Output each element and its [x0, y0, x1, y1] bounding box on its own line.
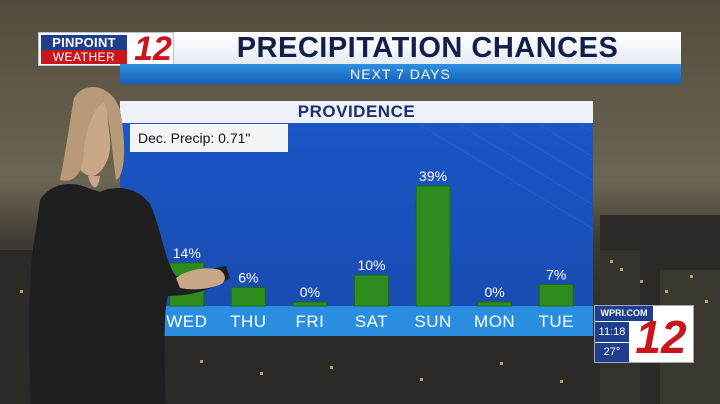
- bug-website: WPRI.COM: [595, 306, 653, 321]
- panel-texture-line: [499, 124, 593, 182]
- presenter-figure: [29, 86, 231, 404]
- bug-channel-number: 12: [635, 311, 687, 363]
- data-label-sun: 39%: [419, 168, 447, 184]
- data-label-fri: 0%: [300, 284, 320, 300]
- data-label-mon: 0%: [485, 284, 505, 300]
- day-label-mon: MON: [474, 312, 515, 331]
- page-title: PRECIPITATION CHANCES: [174, 32, 681, 66]
- panel-texture-line: [419, 124, 593, 230]
- bug-temperature: 27°: [595, 343, 629, 362]
- page-subtitle: NEXT 7 DAYS: [120, 64, 681, 84]
- bar-sun: [415, 185, 451, 307]
- logo-channel-number: 12: [134, 30, 172, 68]
- precip-bar-chart: 14% WED 6% THU 0% FRI 10% SAT 39% SUN 0% MON 7% TUE: [120, 108, 593, 336]
- bar-mon: [477, 301, 513, 307]
- data-label-thu: 6%: [238, 270, 258, 286]
- logo-pinpoint-text: PINPOINT: [41, 35, 127, 50]
- logo-weather-text: WEATHER: [41, 50, 127, 64]
- day-label-sun: SUN: [414, 312, 451, 331]
- bug-time: 11:18: [595, 322, 629, 342]
- day-label-thu: THU: [230, 312, 266, 331]
- station-logo: PINPOINT WEATHER 12: [38, 30, 174, 68]
- station-corner-bug: WPRI.COM 11:18 27° 12: [594, 305, 694, 363]
- day-label-tue: TUE: [538, 312, 574, 331]
- bar-sat: [354, 274, 389, 307]
- day-label-strip: [120, 306, 593, 336]
- data-label-wed: 14%: [173, 245, 201, 261]
- chart-panel: PROVIDENCE Dec. Precip: 0.71" 14% WED 6% TH…: [120, 101, 593, 336]
- bar-fri: [292, 301, 328, 307]
- day-label-sat: SAT: [355, 312, 388, 331]
- bar-tue: [538, 283, 574, 307]
- bar-thu: [230, 287, 266, 307]
- location-title: PROVIDENCE: [120, 101, 593, 123]
- day-label-wed: WED: [166, 312, 207, 331]
- day-label-fri: FRI: [295, 312, 324, 331]
- panel-texture-line: [579, 124, 593, 134]
- data-label-sat: 10%: [357, 257, 385, 273]
- data-label-tue: 7%: [546, 266, 566, 282]
- panel-texture-line: [459, 124, 593, 206]
- month-precip-note: Dec. Precip: 0.71": [130, 124, 288, 152]
- panel-texture-line: [539, 124, 593, 158]
